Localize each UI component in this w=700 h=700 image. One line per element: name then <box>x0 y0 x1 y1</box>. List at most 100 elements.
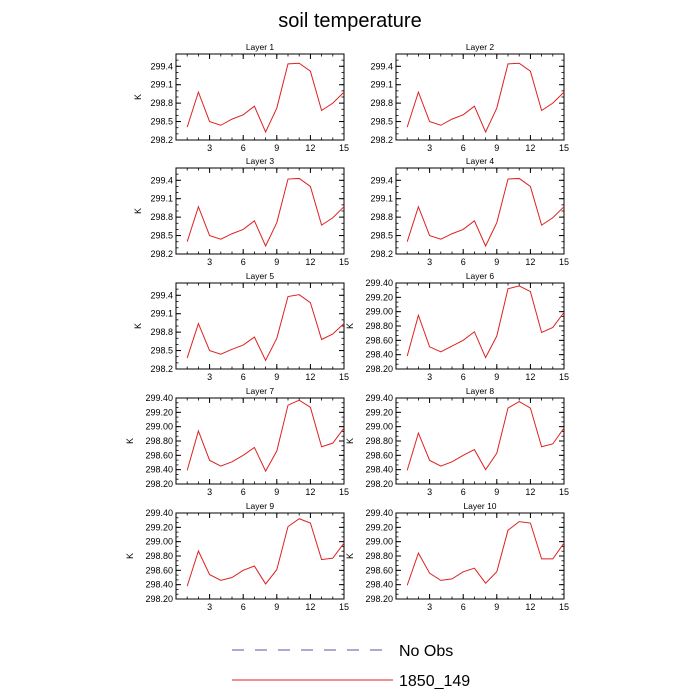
y-axis-label: K <box>345 553 355 559</box>
x-tick-label: 6 <box>241 257 246 267</box>
panel-10: Layer 10 3 6 9 12 15 298.20 298.40 298.60 298.80 2… <box>345 501 569 612</box>
x-tick-label: 6 <box>461 143 466 153</box>
x-tick-label: 15 <box>559 487 569 497</box>
series-line <box>186 294 345 362</box>
x-tick-label: 9 <box>274 257 279 267</box>
x-tick-label: 3 <box>207 372 212 382</box>
y-tick-label: 298.80 <box>365 321 393 331</box>
y-tick-label: 299.4 <box>370 175 393 185</box>
x-tick-label: 15 <box>559 602 569 612</box>
y-tick-label: 299.4 <box>150 290 173 300</box>
x-tick-label: 6 <box>461 372 466 382</box>
y-tick-label: 298.20 <box>145 479 173 489</box>
y-axis-label: K <box>125 438 135 444</box>
y-tick-label: 298.20 <box>365 594 393 604</box>
y-tick-label: 298.40 <box>365 465 393 475</box>
x-tick-label: 6 <box>241 372 246 382</box>
y-tick-label: 298.2 <box>150 249 173 259</box>
y-tick-label: 299.1 <box>370 80 393 90</box>
y-tick-label: 299.4 <box>150 175 173 185</box>
panel-title: Layer 2 <box>466 42 495 52</box>
y-axis-label: K <box>133 94 143 100</box>
x-tick-label: 3 <box>207 257 212 267</box>
y-axis-label: K <box>345 323 355 329</box>
series-line <box>406 62 565 134</box>
panel-9: Layer 9 3 6 9 12 15 298.20 298.40 298.60 298.80 29… <box>125 501 349 612</box>
panel-title: Layer 5 <box>246 271 275 281</box>
y-axis-label: K <box>133 323 143 329</box>
y-tick-label: 298.80 <box>365 436 393 446</box>
y-tick-label: 299.40 <box>365 278 393 288</box>
y-tick-label: 298.5 <box>150 117 173 127</box>
y-tick-label: 299.00 <box>365 307 393 317</box>
y-tick-label: 298.8 <box>370 98 393 108</box>
y-tick-label: 299.1 <box>150 309 173 319</box>
y-tick-label: 299.20 <box>365 407 393 417</box>
legend-label: 1850_149 <box>399 673 470 690</box>
x-tick-label: 9 <box>274 602 279 612</box>
panel-5: Layer 5 3 6 9 12 15 298.2 298.5 298.8 299.1 299.4 K <box>133 271 349 382</box>
y-tick-label: 298.8 <box>150 212 173 222</box>
panel-title: Layer 7 <box>246 386 275 396</box>
y-tick-label: 298.20 <box>145 594 173 604</box>
panel-title: Layer 6 <box>466 271 495 281</box>
legend-entry: No Obs <box>232 643 453 660</box>
panel-1: Layer 1 3 6 9 12 15 298.2 298.5 298.8 299.1 299.4 K <box>133 42 349 153</box>
x-tick-label: 9 <box>494 257 499 267</box>
y-tick-label: 298.40 <box>145 465 173 475</box>
x-tick-label: 6 <box>461 602 466 612</box>
y-axis-label: K <box>125 553 135 559</box>
panel-3: Layer 3 3 6 9 12 15 298.2 298.5 298.8 299.1 299.4 K <box>133 156 349 267</box>
y-tick-label: 298.2 <box>370 249 393 259</box>
panel-title: Layer 4 <box>466 156 495 166</box>
y-tick-label: 298.60 <box>365 450 393 460</box>
series-line <box>406 521 565 586</box>
y-tick-label: 298.2 <box>150 364 173 374</box>
x-tick-label: 15 <box>339 372 349 382</box>
y-tick-label: 299.4 <box>150 61 173 71</box>
y-tick-label: 299.20 <box>145 407 173 417</box>
y-tick-label: 299.4 <box>370 61 393 71</box>
y-tick-label: 298.2 <box>150 135 173 145</box>
y-axis-label: K <box>345 438 355 444</box>
x-tick-label: 9 <box>274 372 279 382</box>
y-tick-label: 299.40 <box>365 508 393 518</box>
y-tick-label: 299.1 <box>150 80 173 90</box>
y-tick-label: 298.8 <box>370 212 393 222</box>
y-tick-label: 298.5 <box>150 231 173 241</box>
x-tick-label: 12 <box>305 143 315 153</box>
panel-4: Layer 4 3 6 9 12 15 298.2 298.5 298.8 299.1 299.4 <box>370 156 569 267</box>
x-tick-label: 6 <box>241 487 246 497</box>
x-tick-label: 3 <box>427 602 432 612</box>
x-tick-label: 3 <box>207 143 212 153</box>
y-tick-label: 298.2 <box>370 135 393 145</box>
y-tick-label: 298.5 <box>150 346 173 356</box>
panel-8: Layer 8 3 6 9 12 15 298.20 298.40 298.60 298.80 29… <box>345 386 569 497</box>
x-tick-label: 12 <box>525 487 535 497</box>
y-tick-label: 298.8 <box>150 327 173 337</box>
figure-title: soil temperature <box>278 10 421 32</box>
y-tick-label: 299.00 <box>145 422 173 432</box>
series-line <box>186 177 345 248</box>
x-tick-label: 15 <box>339 143 349 153</box>
x-tick-label: 9 <box>494 602 499 612</box>
panel-6: Layer 6 3 6 9 12 15 298.20 298.40 298.60 298.80 29… <box>345 271 569 382</box>
series-line <box>406 177 565 248</box>
panel-title: Layer 10 <box>463 501 496 511</box>
y-tick-label: 298.40 <box>145 580 173 590</box>
x-tick-label: 12 <box>525 143 535 153</box>
y-tick-label: 299.1 <box>370 194 393 204</box>
y-tick-label: 298.80 <box>145 551 173 561</box>
x-tick-label: 15 <box>339 602 349 612</box>
y-tick-label: 298.5 <box>370 117 393 127</box>
y-tick-label: 298.60 <box>145 565 173 575</box>
x-tick-label: 15 <box>559 143 569 153</box>
y-tick-label: 298.60 <box>365 335 393 345</box>
x-tick-label: 3 <box>207 487 212 497</box>
y-tick-label: 298.40 <box>365 580 393 590</box>
x-tick-label: 15 <box>559 372 569 382</box>
series-line <box>406 285 565 359</box>
y-tick-label: 298.60 <box>145 450 173 460</box>
x-tick-label: 6 <box>241 143 246 153</box>
